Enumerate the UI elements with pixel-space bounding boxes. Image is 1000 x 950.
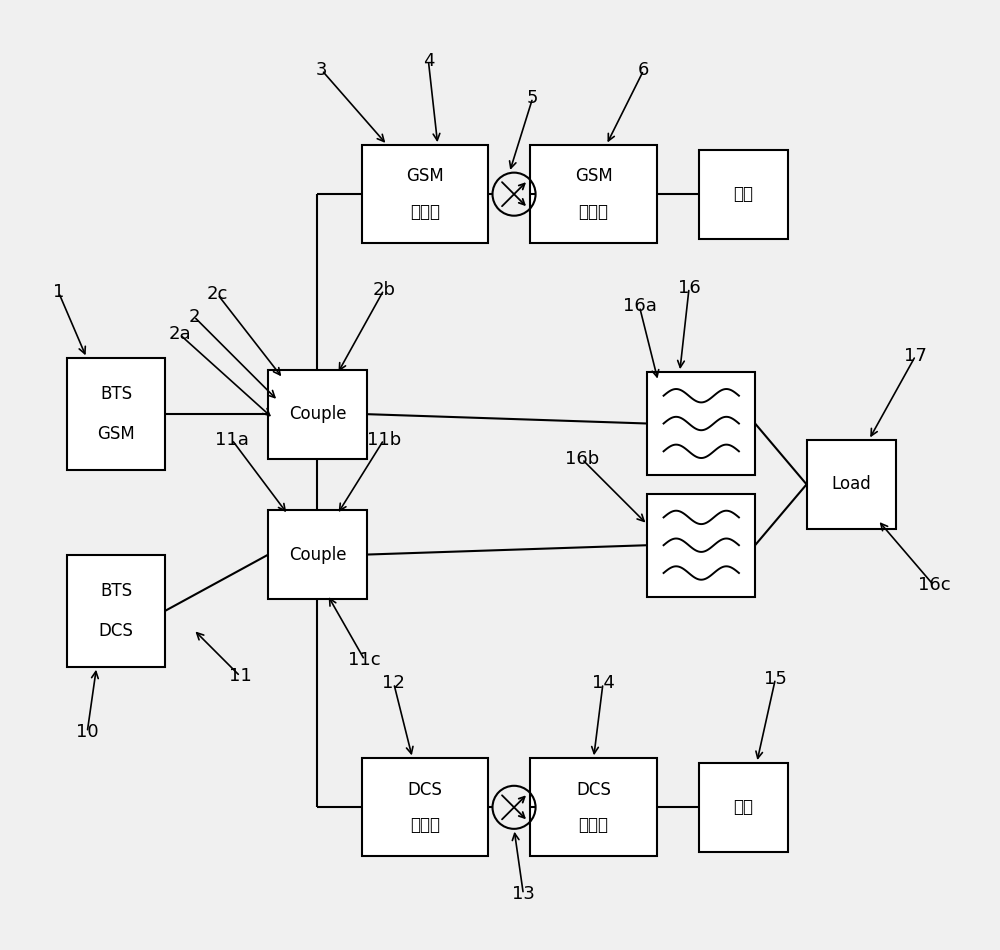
Text: 3: 3 — [316, 61, 327, 79]
Text: DCS: DCS — [99, 622, 134, 640]
Bar — [268, 510, 367, 599]
Text: GSM: GSM — [575, 167, 612, 185]
Text: 17: 17 — [904, 347, 927, 365]
Text: Load: Load — [831, 475, 871, 493]
Text: 11c: 11c — [348, 651, 381, 669]
Text: 2b: 2b — [372, 281, 395, 299]
Text: GSM: GSM — [97, 426, 135, 444]
Text: 15: 15 — [764, 670, 787, 688]
Text: 13: 13 — [512, 885, 535, 903]
Text: 1: 1 — [53, 283, 64, 301]
Text: 近端机: 近端机 — [410, 816, 440, 834]
Text: 16: 16 — [678, 278, 700, 296]
Text: 远端机: 远端机 — [579, 816, 609, 834]
Text: 天线: 天线 — [733, 798, 753, 816]
Text: 2: 2 — [188, 308, 200, 326]
Text: 12: 12 — [382, 674, 405, 693]
Text: 远端机: 远端机 — [579, 203, 609, 220]
Bar — [530, 145, 657, 243]
Bar — [699, 763, 788, 852]
Text: 6: 6 — [638, 61, 649, 79]
Text: Couple: Couple — [289, 545, 346, 563]
Text: 天线: 天线 — [733, 185, 753, 203]
Bar — [67, 555, 165, 667]
Text: Couple: Couple — [289, 405, 346, 423]
Bar — [67, 358, 165, 470]
Text: BTS: BTS — [100, 385, 132, 403]
Text: 10: 10 — [76, 724, 98, 741]
Bar — [362, 145, 488, 243]
Bar — [807, 440, 896, 529]
Text: 16b: 16b — [565, 450, 599, 468]
Text: 2c: 2c — [207, 285, 228, 303]
Text: 近端机: 近端机 — [410, 203, 440, 220]
Bar — [268, 370, 367, 459]
Bar — [647, 494, 755, 597]
Text: DCS: DCS — [408, 781, 443, 799]
Text: 11b: 11b — [367, 430, 401, 448]
Text: 5: 5 — [527, 88, 539, 106]
Text: 16c: 16c — [918, 577, 950, 595]
Text: 14: 14 — [592, 674, 614, 693]
Text: GSM: GSM — [406, 167, 444, 185]
Text: BTS: BTS — [100, 581, 132, 599]
Text: DCS: DCS — [576, 781, 611, 799]
Text: 16a: 16a — [623, 297, 656, 315]
Bar — [530, 758, 657, 857]
Text: 2a: 2a — [168, 325, 191, 343]
Bar — [647, 372, 755, 475]
Text: 11: 11 — [229, 667, 252, 685]
Bar — [699, 150, 788, 238]
Text: 4: 4 — [423, 51, 434, 69]
Bar — [362, 758, 488, 857]
Text: 11a: 11a — [215, 430, 249, 448]
